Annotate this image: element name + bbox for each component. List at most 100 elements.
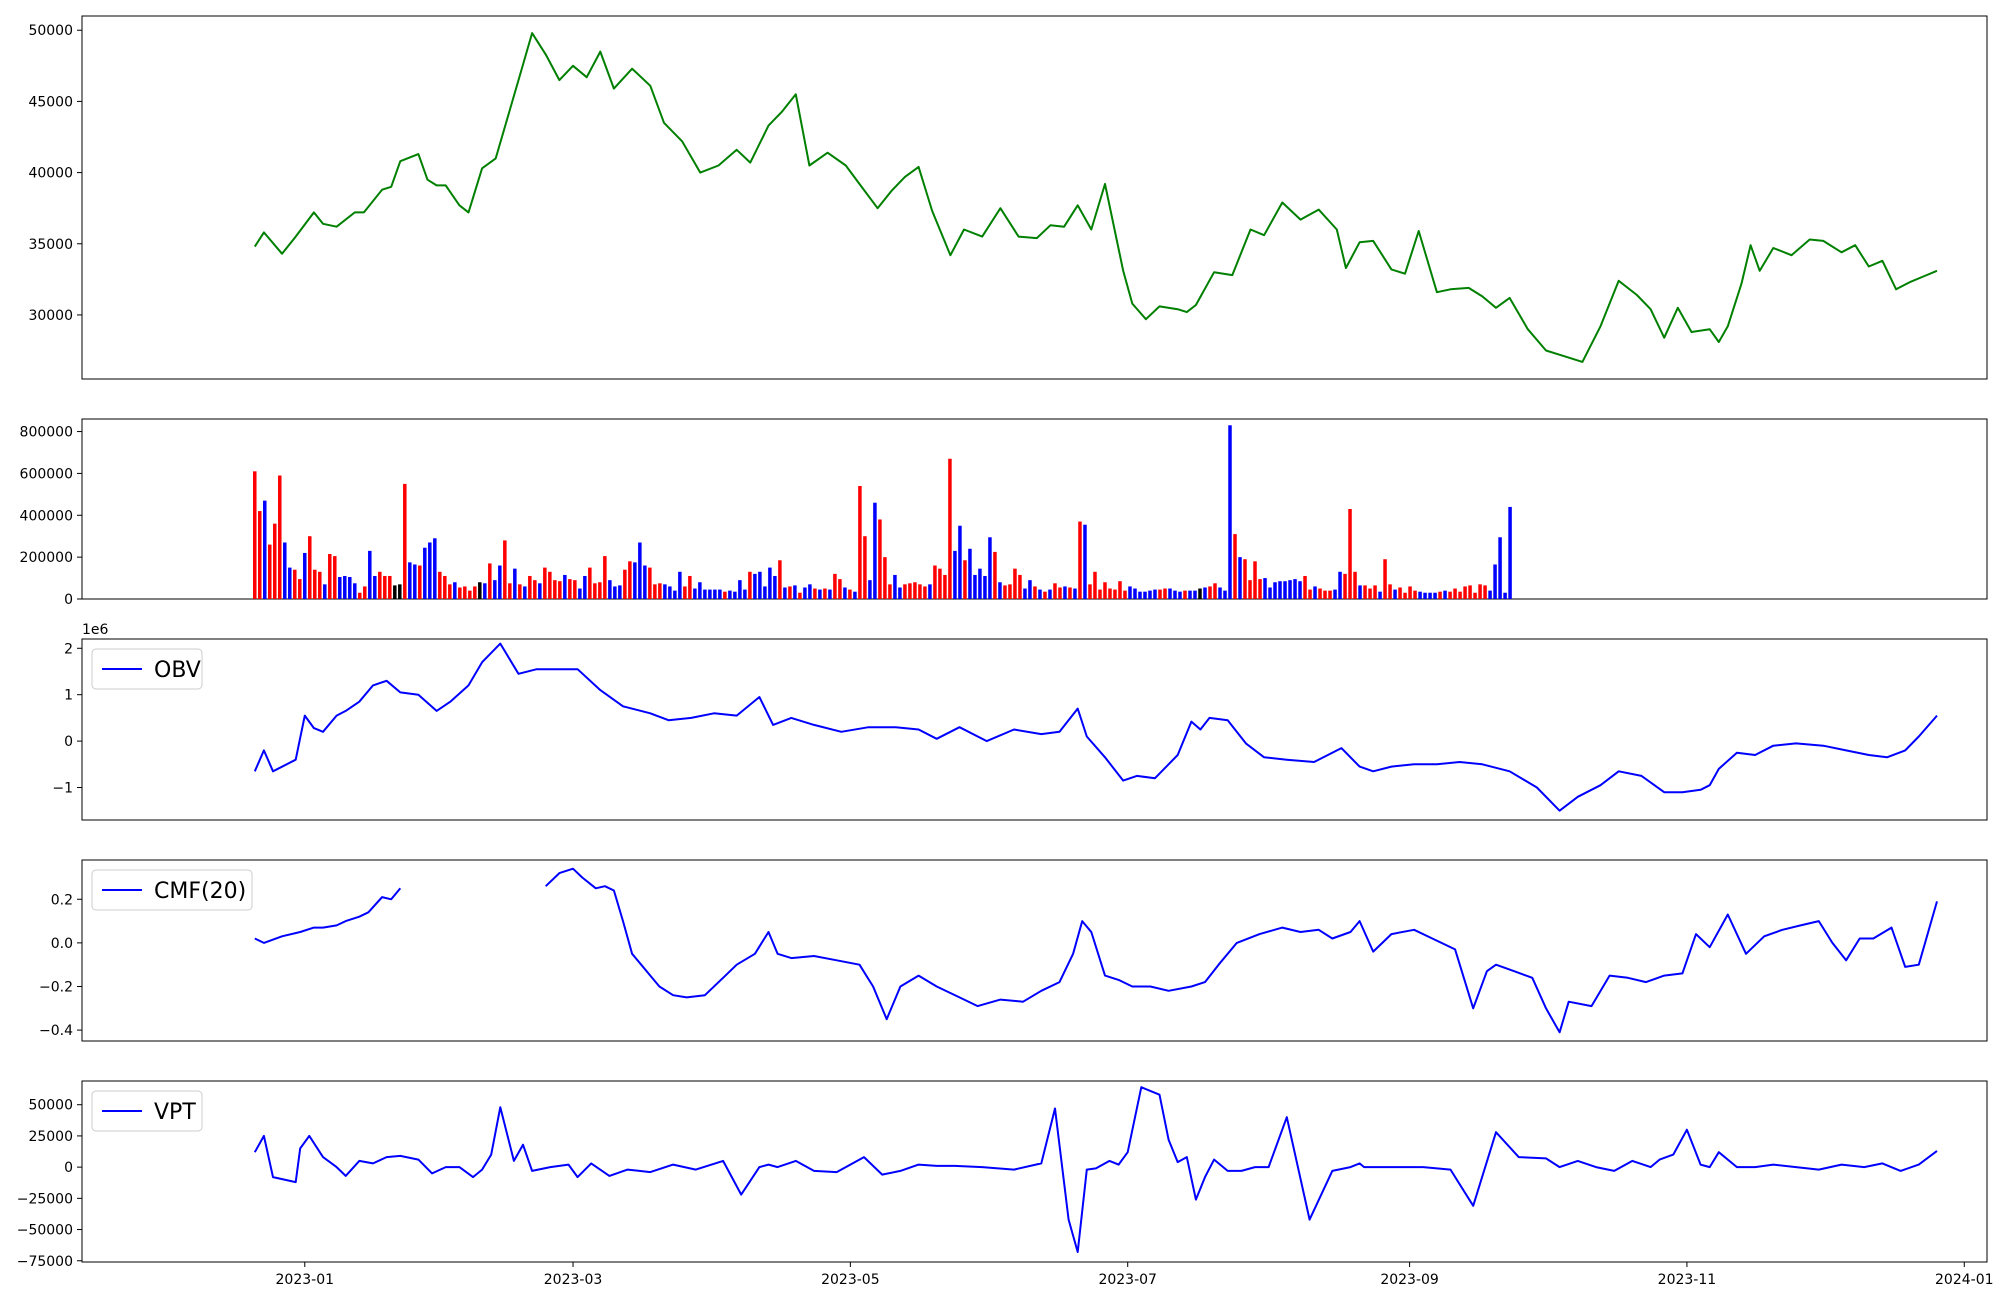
volume-bar: [923, 586, 927, 599]
vpt-legend: [91, 1090, 203, 1132]
volume-bar: [1343, 573, 1347, 599]
volume-bar: [518, 584, 522, 599]
volume-bar: [408, 562, 412, 599]
volume-bar: [1378, 591, 1382, 599]
cmf-legend: [91, 869, 253, 911]
volume-bar: [1123, 590, 1127, 599]
volume-bar: [1173, 590, 1177, 599]
volume-bar: [808, 584, 812, 599]
volume-bar: [1303, 575, 1307, 599]
volume-bar: [718, 589, 722, 599]
volume-bar: [1198, 588, 1202, 599]
volume-bar: [878, 519, 882, 599]
volume-bar: [1388, 584, 1392, 599]
volume-bar: [653, 584, 657, 599]
volume-bar: [638, 542, 642, 599]
volume-bar: [843, 587, 847, 599]
volume-bar: [1423, 592, 1427, 599]
volume-bar: [898, 587, 902, 599]
volume-bar: [628, 561, 632, 599]
volume-bar: [853, 591, 857, 599]
volume-ytick-label: 200000: [20, 550, 73, 566]
obv-ytick-label: 2: [64, 641, 73, 657]
volume-bar: [413, 564, 417, 599]
volume-bar: [1258, 579, 1262, 599]
volume-bar: [1128, 586, 1132, 599]
volume-bar: [733, 591, 737, 599]
volume-bar: [1318, 588, 1322, 599]
volume-bar: [1448, 591, 1452, 599]
volume-bar: [1073, 588, 1077, 599]
volume-bar: [1463, 586, 1467, 599]
vpt-ytick-label: −25000: [17, 1191, 73, 1207]
volume-bar: [553, 580, 557, 599]
cmf-ytick-label: 0.0: [51, 936, 73, 952]
volume-bar: [1183, 590, 1187, 599]
volume-bar: [1278, 581, 1282, 599]
volume-bar: [1133, 588, 1137, 599]
volume-bar: [463, 586, 467, 599]
volume-bar: [788, 586, 792, 599]
cmf-legend-label: CMF(20): [154, 879, 246, 904]
volume-bar: [583, 575, 587, 599]
volume-bar: [578, 588, 582, 599]
volume-bar: [528, 575, 532, 599]
obv-series-line: [253, 642, 1938, 812]
volume-bar: [318, 571, 322, 599]
volume-bar: [448, 584, 452, 599]
obv-ytick-label: −1: [52, 781, 73, 797]
volume-bar: [1053, 583, 1057, 599]
volume-bar: [873, 502, 877, 599]
x-tick-label: 2023-01: [276, 1272, 335, 1288]
x-tick-label: 2023-03: [544, 1272, 603, 1288]
volume-bar: [1478, 584, 1482, 599]
volume-bar: [993, 551, 997, 599]
price-ytick-label: 45000: [28, 94, 73, 110]
volume-bar: [258, 511, 262, 599]
volume-bar: [1108, 588, 1112, 599]
volume-bar: [1428, 592, 1432, 599]
volume-bar: [1228, 425, 1232, 599]
volume-bar: [1398, 587, 1402, 599]
volume-bar: [1508, 506, 1512, 599]
volume-bar: [1473, 592, 1477, 599]
volume-bar: [388, 575, 392, 599]
obv-ytick-label: 0: [64, 734, 73, 750]
vpt-axes-frame: [81, 1080, 1988, 1263]
volume-bar: [1203, 587, 1207, 599]
x-tick-label: 2023-11: [1658, 1272, 1717, 1288]
volume-bar: [1148, 590, 1152, 599]
volume-bar: [613, 586, 617, 599]
volume-bar: [473, 586, 477, 599]
volume-bar: [1248, 580, 1252, 599]
volume-bar: [968, 548, 972, 599]
volume-bar: [953, 550, 957, 599]
volume-bar: [1063, 586, 1067, 599]
volume-bar: [513, 568, 517, 599]
volume-bar: [1163, 588, 1167, 599]
volume-bar: [403, 483, 407, 599]
volume-bar: [728, 590, 732, 599]
vpt-series-line: [253, 1086, 1938, 1253]
volume-bar: [358, 592, 362, 599]
volume-ytick-label: 600000: [20, 466, 73, 482]
volume-bar: [1233, 534, 1237, 599]
volume-bar: [453, 582, 457, 599]
volume-ytick-label: 400000: [20, 508, 73, 524]
volume-bar: [1083, 524, 1087, 599]
volume-bar: [493, 580, 497, 599]
price-axes-frame: [81, 15, 1988, 380]
volume-bar: [253, 471, 257, 599]
volume-bar: [1188, 590, 1192, 599]
volume-bar: [1028, 580, 1032, 599]
volume-bar: [1483, 585, 1487, 599]
volume-bar: [1008, 584, 1012, 599]
volume-bar: [963, 560, 967, 599]
volume-bar: [748, 571, 752, 599]
volume-bar: [1208, 586, 1212, 599]
volume-bar: [1323, 590, 1327, 599]
volume-bar: [1168, 588, 1172, 599]
volume-bar: [938, 568, 942, 599]
vpt-ytick-label: −75000: [17, 1254, 73, 1270]
volume-bar: [353, 583, 357, 599]
